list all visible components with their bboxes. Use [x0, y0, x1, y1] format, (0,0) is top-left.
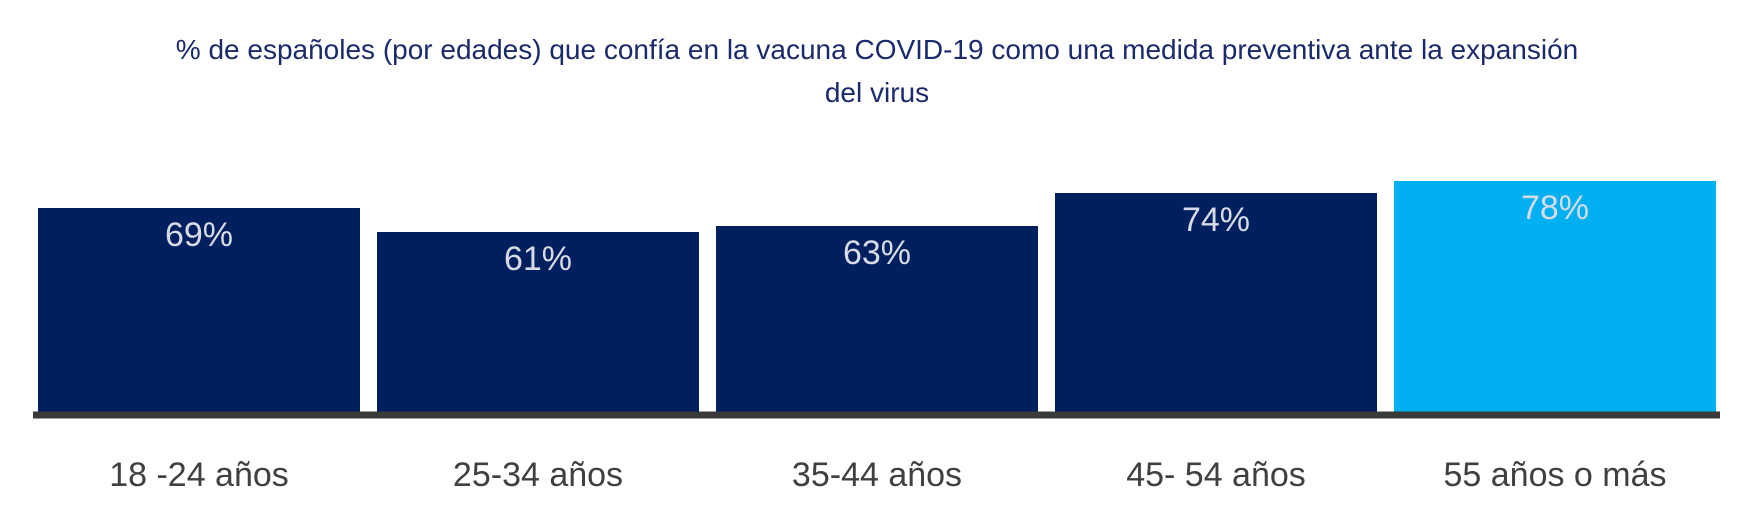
bar-3 — [716, 226, 1038, 415]
chart-title-line-2: del virus — [825, 77, 929, 108]
bar-2 — [377, 232, 699, 415]
bar-4 — [1055, 193, 1377, 415]
chart-title-line-1: % de españoles (por edades) que confía e… — [176, 34, 1578, 65]
bar-value-label-4: 74% — [1182, 201, 1250, 239]
chart-title: % de españoles (por edades) que confía e… — [176, 34, 1578, 108]
bar-value-label-5: 78% — [1521, 189, 1589, 227]
x-tick-label-5: 55 años o más — [1443, 456, 1666, 494]
bar-value-label-3: 63% — [843, 234, 911, 272]
x-tick-label-4: 45- 54 años — [1126, 456, 1306, 494]
bar-value-label-2: 61% — [504, 240, 572, 278]
x-tick-label-2: 25-34 años — [453, 456, 623, 494]
x-tick-label-3: 35-44 años — [792, 456, 962, 494]
bars-group: 69% 61% 63% 74% 78% — [38, 181, 1716, 415]
bar-value-label-1: 69% — [165, 216, 233, 254]
x-tick-label-1: 18 -24 años — [109, 456, 289, 494]
x-axis-tick-labels: 18 -24 años 25-34 años 35-44 años 45- 54 añ… — [109, 456, 1666, 494]
bar-1 — [38, 208, 360, 415]
bar-5 — [1394, 181, 1716, 415]
